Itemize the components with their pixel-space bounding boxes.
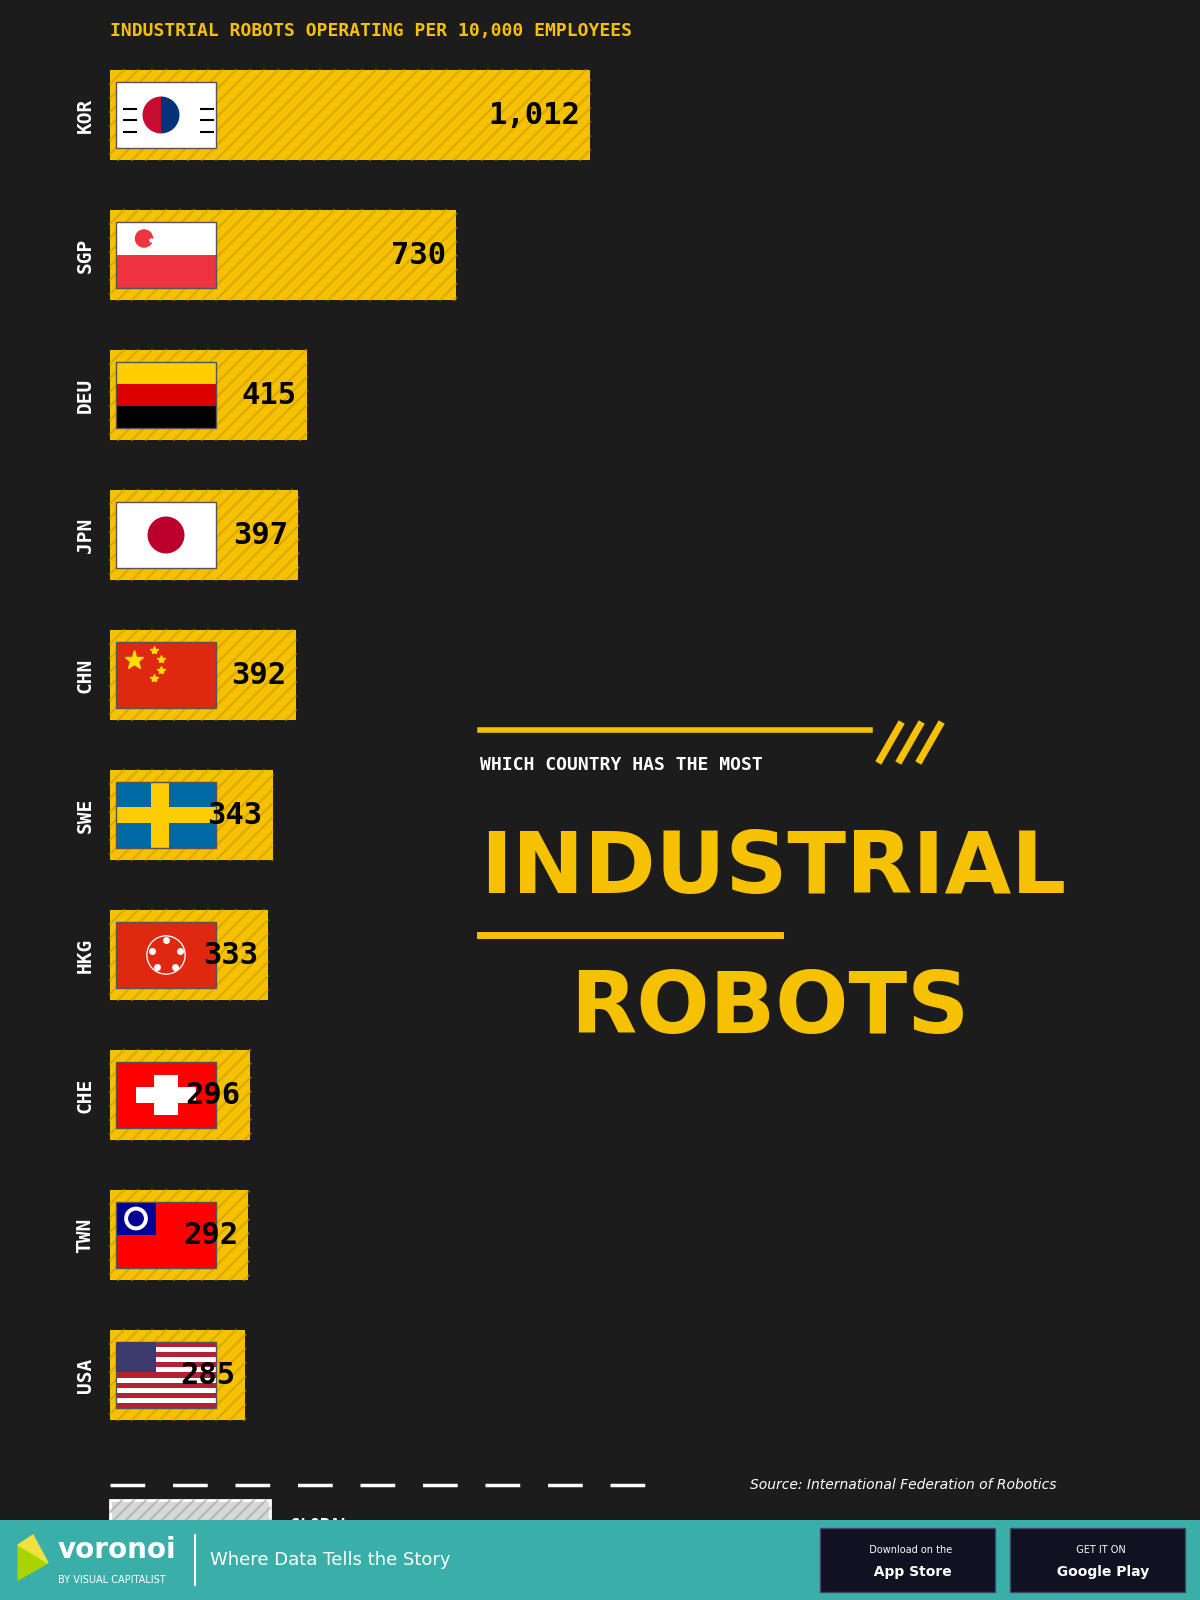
Text: ROBOTS: ROBOTS: [570, 968, 970, 1051]
Bar: [110, 490, 299, 579]
Text: Google Play: Google Play: [1046, 1565, 1150, 1579]
Bar: [116, 1403, 216, 1408]
Text: 730: 730: [391, 240, 446, 269]
Text: DEU: DEU: [76, 378, 95, 413]
Bar: [116, 502, 216, 568]
Bar: [116, 82, 216, 149]
Bar: [116, 1202, 216, 1267]
Text: 392: 392: [230, 661, 286, 690]
Text: SWE: SWE: [76, 797, 95, 832]
Bar: [116, 82, 216, 149]
Bar: [116, 384, 216, 427]
Text: Source: International Federation of Robotics: Source: International Federation of Robo…: [750, 1478, 1056, 1491]
Text: AVG.: AVG.: [290, 1546, 330, 1563]
Bar: [116, 1202, 216, 1267]
Bar: [116, 222, 216, 288]
Text: WHICH COUNTRY HAS THE MOST: WHICH COUNTRY HAS THE MOST: [480, 757, 763, 774]
Bar: [116, 362, 216, 427]
Text: 397: 397: [233, 520, 288, 549]
Polygon shape: [18, 1546, 48, 1581]
Bar: [116, 922, 216, 987]
Text: USA: USA: [76, 1357, 95, 1392]
Text: CHE: CHE: [76, 1077, 95, 1112]
Text: Download on the: Download on the: [863, 1546, 953, 1555]
Text: Where Data Tells the Story: Where Data Tells the Story: [210, 1550, 450, 1570]
Bar: [116, 1062, 216, 1128]
Text: 296: 296: [185, 1080, 240, 1109]
Text: 285: 285: [180, 1360, 235, 1389]
Circle shape: [134, 229, 154, 248]
Bar: [110, 1190, 248, 1280]
Bar: [116, 922, 216, 987]
Bar: [116, 406, 216, 427]
Text: 343: 343: [208, 800, 263, 829]
Text: INDUSTRIAL: INDUSTRIAL: [480, 829, 1066, 912]
Text: INDUSTRIAL ROBOTS OPERATING PER 10,000 EMPLOYEES: INDUSTRIAL ROBOTS OPERATING PER 10,000 E…: [110, 22, 632, 40]
Bar: [116, 1382, 216, 1387]
Bar: [110, 630, 296, 720]
Bar: [116, 362, 216, 427]
Bar: [820, 1528, 995, 1592]
Bar: [110, 210, 456, 301]
Bar: [110, 350, 307, 440]
Circle shape: [146, 934, 186, 974]
Polygon shape: [18, 1534, 48, 1563]
Bar: [116, 222, 216, 288]
Text: 151: 151: [160, 1522, 220, 1554]
Bar: [116, 82, 216, 149]
Text: BY VISUAL CAPITALIST: BY VISUAL CAPITALIST: [58, 1574, 166, 1586]
Text: SGP: SGP: [76, 237, 95, 272]
Bar: [116, 806, 216, 822]
Bar: [116, 1342, 216, 1347]
Bar: [116, 1342, 216, 1408]
Bar: [116, 1342, 216, 1408]
Circle shape: [124, 1206, 148, 1230]
Circle shape: [128, 1211, 144, 1227]
Text: 292: 292: [184, 1221, 239, 1250]
Bar: [0, 1520, 1200, 1600]
Wedge shape: [143, 96, 161, 133]
Bar: [116, 782, 216, 848]
Bar: [116, 1392, 216, 1398]
Bar: [116, 1342, 156, 1373]
Circle shape: [148, 517, 185, 554]
Bar: [116, 126, 216, 149]
Text: GET IT ON: GET IT ON: [1070, 1546, 1126, 1555]
Text: voronoi: voronoi: [58, 1536, 176, 1565]
Bar: [151, 782, 169, 848]
Bar: [110, 910, 268, 1000]
Bar: [116, 642, 216, 707]
Text: CHN: CHN: [76, 658, 95, 693]
Bar: [116, 1352, 216, 1357]
Bar: [116, 1062, 216, 1128]
Bar: [116, 782, 216, 848]
Bar: [116, 1373, 216, 1378]
Bar: [110, 1330, 245, 1421]
Circle shape: [126, 227, 150, 250]
Text: HKG: HKG: [76, 938, 95, 973]
Text: JPN: JPN: [76, 517, 95, 552]
Bar: [116, 502, 216, 568]
Bar: [136, 1086, 196, 1102]
Text: App Store: App Store: [864, 1565, 952, 1579]
Bar: [154, 1075, 178, 1115]
Wedge shape: [161, 96, 180, 133]
Bar: [116, 254, 216, 288]
Bar: [110, 1050, 251, 1139]
Bar: [110, 70, 590, 160]
Text: 333: 333: [203, 941, 258, 970]
Circle shape: [148, 936, 185, 973]
Text: 1,012: 1,012: [488, 101, 580, 130]
Bar: [116, 1362, 216, 1368]
Text: 415: 415: [241, 381, 296, 410]
Text: KOR: KOR: [76, 98, 95, 133]
Bar: [110, 1501, 270, 1574]
Text: GLOBAL: GLOBAL: [290, 1517, 350, 1536]
Text: TWN: TWN: [76, 1218, 95, 1253]
Bar: [116, 1202, 156, 1235]
Bar: [1010, 1528, 1186, 1592]
Bar: [110, 770, 272, 861]
Bar: [116, 642, 216, 707]
